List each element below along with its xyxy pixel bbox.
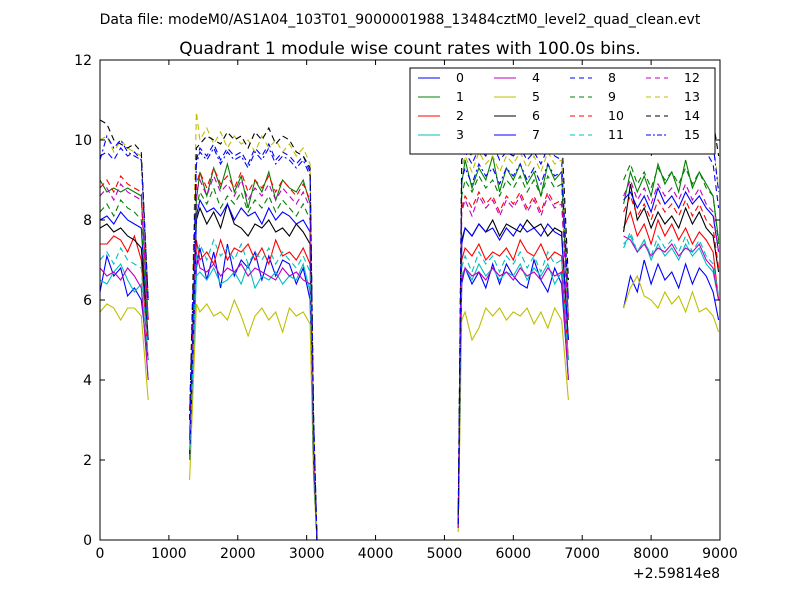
legend-label-7: 7	[532, 127, 540, 142]
series-line-2	[100, 210, 720, 540]
x-tick-label: 9000	[702, 546, 738, 562]
legend-label-12: 12	[684, 70, 700, 85]
y-tick-label: 2	[83, 453, 92, 469]
y-tick-label: 12	[74, 53, 92, 69]
legend-label-9: 9	[608, 89, 616, 104]
suptitle: Data file: modeM0/AS1A04_103T01_90000019…	[100, 12, 701, 28]
x-offset-label: +2.59814e8	[633, 566, 720, 582]
series-line-12	[100, 174, 720, 540]
y-tick-label: 6	[83, 293, 92, 309]
legend-label-6: 6	[532, 108, 540, 123]
legend-label-1: 1	[456, 89, 464, 104]
series-line-9	[100, 162, 720, 540]
x-tick-label: 7000	[564, 546, 600, 562]
x-tick-label: 2000	[220, 546, 256, 562]
x-tick-label: 1000	[151, 546, 187, 562]
series-line-4	[100, 235, 720, 540]
legend-label-2: 2	[456, 108, 464, 123]
series-line-3	[100, 234, 720, 540]
x-tick-label: 0	[96, 546, 105, 562]
series-line-15	[100, 106, 720, 540]
legend-label-15: 15	[684, 127, 700, 142]
series-line-10	[100, 166, 720, 540]
legend-frame	[409, 67, 716, 155]
x-tick-label: 8000	[633, 546, 669, 562]
series-line-11	[100, 230, 720, 540]
legend-label-8: 8	[608, 70, 616, 85]
legend-label-11: 11	[608, 127, 624, 142]
legend-label-14: 14	[684, 108, 700, 123]
series-line-6	[100, 183, 720, 540]
x-tick-label: 3000	[289, 546, 325, 562]
legend-label-3: 3	[456, 127, 464, 142]
legend-label-5: 5	[532, 89, 540, 104]
legend-label-10: 10	[608, 108, 624, 123]
x-tick-label: 5000	[427, 546, 463, 562]
y-tick-label: 0	[83, 533, 92, 549]
legend-label-0: 0	[456, 70, 464, 85]
series-layer	[100, 91, 720, 540]
series-line-5	[100, 274, 720, 540]
y-tick-label: 10	[74, 133, 92, 149]
legend-label-13: 13	[684, 89, 700, 104]
x-tick-label: 6000	[496, 546, 532, 562]
y-tick-label: 8	[83, 213, 92, 229]
chart-title: Quadrant 1 module wise count rates with …	[179, 39, 640, 59]
y-tick-label: 4	[83, 373, 92, 389]
legend-label-4: 4	[532, 70, 540, 85]
series-line-7	[100, 186, 720, 540]
axes-ticks: 0 1000 2000 3000 4000 5000 6000 7000 8000 9000 0 2 4…	[74, 53, 738, 562]
series-line-0	[100, 243, 720, 540]
x-tick-label: 4000	[358, 546, 394, 562]
